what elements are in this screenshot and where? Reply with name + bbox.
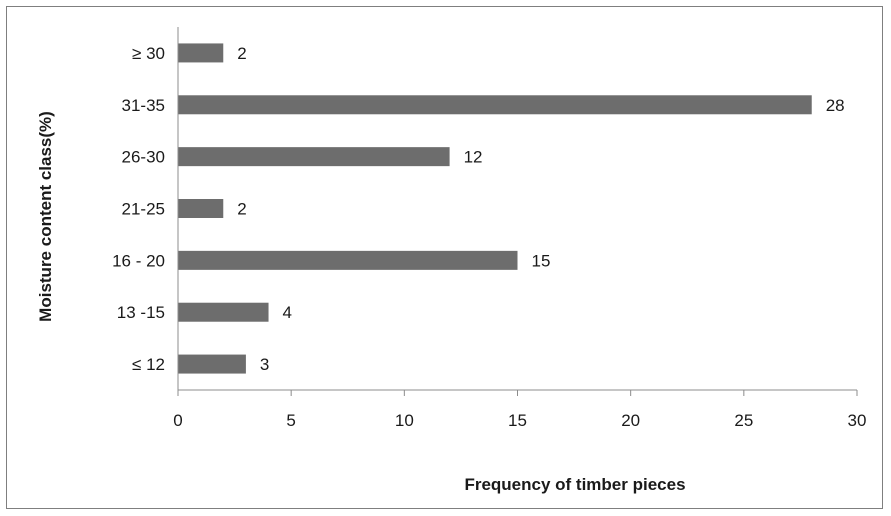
y-category-label: 16 - 20	[112, 251, 165, 270]
x-tick-label: 0	[173, 411, 182, 430]
data-label: 15	[532, 251, 551, 270]
category-labels-layer: ≥ 30 31-35 26-30 21-25 16 - 20 13 -15 ≤ 12	[112, 44, 165, 374]
bar-chart: 2 28 12 2 15 4 3 ≥ 30 31-35 26-30 21-25 16 - 20 13 …	[36, 27, 866, 494]
y-category-label: 26-30	[122, 148, 165, 167]
data-label: 4	[283, 303, 292, 322]
x-tick-label: 5	[286, 411, 295, 430]
x-tick-layer: 0 5 10 15 20 25 30	[173, 390, 866, 430]
y-category-label: 31-35	[122, 96, 165, 115]
data-label: 2	[237, 200, 246, 219]
x-tick-label: 30	[848, 411, 867, 430]
chart-frame: 2 28 12 2 15 4 3 ≥ 30 31-35 26-30 21-25 16 - 20 13 …	[6, 6, 883, 509]
y-category-label: ≤ 12	[132, 355, 165, 374]
data-labels-layer: 2 28 12 2 15 4 3	[237, 44, 844, 374]
bars-layer	[178, 43, 812, 374]
y-category-label: 13 -15	[117, 303, 165, 322]
bar	[178, 95, 812, 115]
bar	[178, 147, 450, 167]
x-tick-label: 10	[395, 411, 414, 430]
data-label: 12	[464, 148, 483, 167]
bar	[178, 199, 224, 218]
x-tick-label: 25	[734, 411, 753, 430]
y-category-label: ≥ 30	[132, 44, 165, 63]
bar	[178, 302, 269, 322]
bar	[178, 43, 224, 63]
x-axis-title: Frequency of timber pieces	[464, 475, 685, 494]
x-tick-label: 15	[508, 411, 527, 430]
bar	[178, 354, 246, 374]
y-axis-title: Moisture content class(%)	[36, 111, 55, 322]
bar	[178, 250, 518, 270]
data-label: 28	[826, 96, 845, 115]
data-label: 2	[237, 44, 246, 63]
y-category-label: 21-25	[122, 200, 165, 219]
x-tick-label: 20	[621, 411, 640, 430]
data-label: 3	[260, 355, 269, 374]
